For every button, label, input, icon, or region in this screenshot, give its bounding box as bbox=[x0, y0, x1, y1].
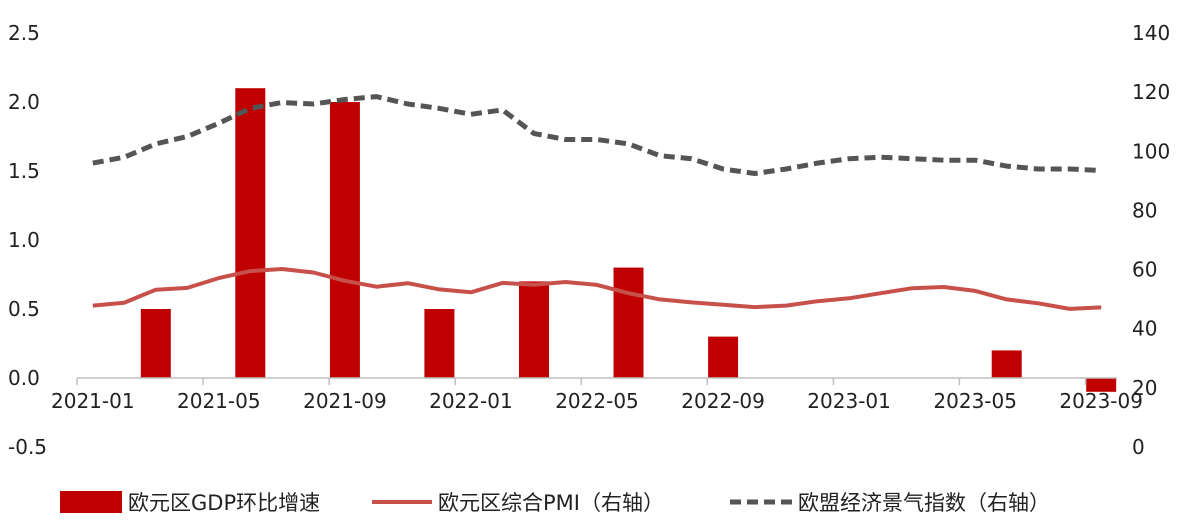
x-tick-label-2021-05: 2021-05 bbox=[177, 389, 261, 413]
gdp-bar-2023-06 bbox=[991, 350, 1022, 378]
x-tick-label-2022-01: 2022-01 bbox=[429, 389, 513, 413]
gdp-bar-2021-09 bbox=[329, 102, 360, 378]
right-tick-label: 120 bbox=[1132, 80, 1170, 104]
x-axis: 2021-01 2021-05 2021-09 2022-01 2022-05 2022-… bbox=[51, 377, 1143, 413]
left-y-axis: -0.5 0.0 0.5 1.0 1.5 2.0 2.5 bbox=[8, 21, 47, 459]
left-tick-label: 2.0 bbox=[8, 90, 40, 114]
legend: 欧元区GDP环比增速 欧元区综合PMI（右轴） 欧盟经济景气指数（右轴） bbox=[60, 491, 1050, 515]
x-tick-label-2021-01: 2021-01 bbox=[51, 389, 135, 413]
gdp-bar-2022-03 bbox=[519, 281, 549, 378]
left-tick-label: 2.5 bbox=[8, 21, 40, 45]
x-tick-label-2021-09: 2021-09 bbox=[303, 389, 387, 413]
x-tick-label-2023-05: 2023-05 bbox=[933, 389, 1017, 413]
left-tick-label: 1.5 bbox=[8, 159, 40, 183]
esi-line bbox=[92, 94, 1102, 176]
lines-layer bbox=[92, 94, 1102, 311]
legend-label-gdp: 欧元区GDP环比增速 bbox=[128, 491, 320, 515]
left-tick-label: 0.0 bbox=[8, 366, 40, 390]
right-tick-label: 20 bbox=[1132, 376, 1157, 400]
gdp-bar-2021-06 bbox=[235, 88, 266, 378]
x-tick-label-2023-01: 2023-01 bbox=[807, 389, 891, 413]
legend-label-esi: 欧盟经济景气指数（右轴） bbox=[798, 491, 1050, 515]
legend-label-pmi: 欧元区综合PMI（右轴） bbox=[438, 491, 664, 515]
bars-layer bbox=[140, 88, 1117, 392]
gdp-bar-2022-09 bbox=[708, 336, 739, 378]
legend-swatch-gdp bbox=[60, 491, 122, 513]
left-tick-label: 1.0 bbox=[8, 228, 40, 252]
left-tick-label: -0.5 bbox=[8, 435, 47, 459]
right-tick-label: 40 bbox=[1132, 317, 1157, 341]
right-tick-label: 100 bbox=[1132, 139, 1170, 163]
x-tick-label-2023-09: 2023-09 bbox=[1059, 389, 1143, 413]
gdp-bar-2021-12 bbox=[424, 309, 455, 378]
gdp-bar-2023-09 bbox=[1086, 378, 1117, 392]
x-tick-label-2022-05: 2022-05 bbox=[555, 389, 639, 413]
gdp-bar-2022-06 bbox=[613, 267, 644, 378]
right-y-axis: 0 20 40 60 80 100 120 140 bbox=[1132, 21, 1170, 459]
x-tick-label-2022-09: 2022-09 bbox=[681, 389, 765, 413]
right-tick-label: 80 bbox=[1132, 198, 1157, 222]
right-tick-label: 140 bbox=[1132, 21, 1170, 45]
right-tick-label: 0 bbox=[1132, 435, 1145, 459]
left-tick-label: 0.5 bbox=[8, 297, 40, 321]
gdp-bar-2021-03 bbox=[140, 309, 171, 378]
right-tick-label: 60 bbox=[1132, 258, 1157, 282]
pmi-line bbox=[92, 267, 1102, 311]
